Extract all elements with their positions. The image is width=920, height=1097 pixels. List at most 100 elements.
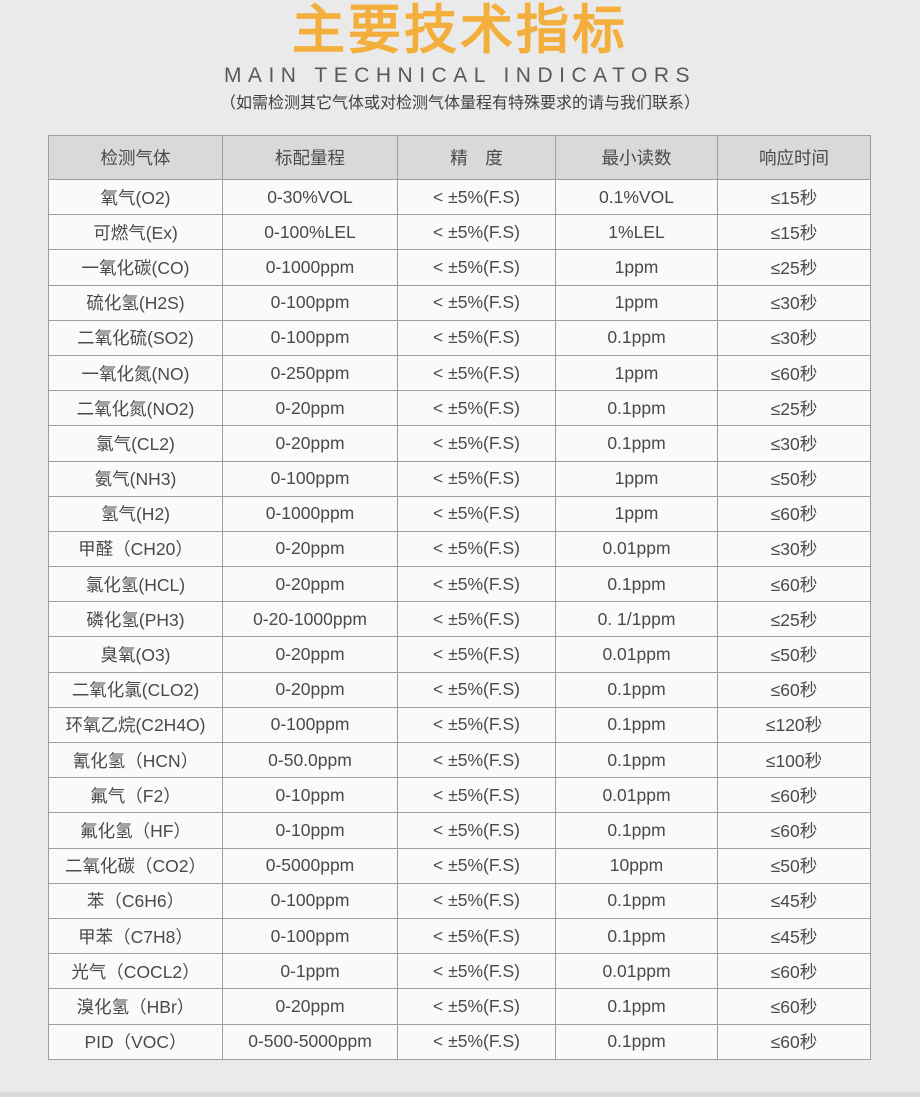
- table-cell-response-time: ≤50秒: [717, 460, 871, 497]
- table-cell-accuracy: < ±5%(F.S): [397, 671, 556, 708]
- table-cell-accuracy: < ±5%(F.S): [397, 988, 556, 1025]
- table-cell-accuracy: < ±5%(F.S): [397, 425, 556, 462]
- table-cell-min-reading: 0.1ppm: [555, 390, 718, 427]
- table-row: 氟气（F2） 0-10ppm < ±5%(F.S) 0.01ppm ≤60秒: [48, 777, 871, 814]
- table-cell-range: 0-1ppm: [222, 953, 398, 990]
- column-header-min-reading: 最小读数: [555, 135, 718, 180]
- table-cell-min-reading: 0.1ppm: [555, 319, 718, 356]
- table-cell-gas: 一氧化氮(NO): [48, 354, 223, 392]
- table-cell-gas: 氯气(CL2): [48, 425, 223, 462]
- table-cell-range: 0-20-1000ppm: [222, 601, 398, 638]
- table-cell-gas: 二氧化氯(CLO2): [48, 671, 223, 708]
- table-cell-gas: 二氧化氮(NO2): [48, 390, 223, 427]
- table-cell-range: 0-20ppm: [222, 425, 398, 462]
- table-cell-response-time: ≤50秒: [717, 636, 871, 673]
- table-cell-range: 0-100%LEL: [222, 214, 398, 251]
- table-row: PID（VOC） 0-500-5000ppm < ±5%(F.S) 0.1ppm ≤60…: [48, 1023, 871, 1060]
- table-cell-range: 0-1000ppm: [222, 495, 398, 532]
- table-cell-gas: 硫化氢(H2S): [48, 284, 223, 321]
- table-cell-accuracy: < ±5%(F.S): [397, 284, 556, 321]
- table-cell-response-time: ≤25秒: [717, 390, 871, 427]
- table-cell-min-reading: 0.1ppm: [555, 882, 718, 919]
- table-cell-response-time: ≤60秒: [717, 671, 871, 708]
- page-subtitle: MAIN TECHNICAL INDICATORS: [223, 64, 697, 87]
- table-cell-response-time: ≤25秒: [717, 601, 871, 638]
- table-cell-min-reading: 0.01ppm: [555, 530, 718, 568]
- table-cell-response-time: ≤30秒: [717, 319, 871, 356]
- table-cell-min-reading: 0.1ppm: [555, 741, 718, 779]
- table-row: 甲醛（CH20） 0-20ppm < ±5%(F.S) 0.01ppm ≤30秒: [48, 530, 871, 568]
- table-cell-response-time: ≤15秒: [717, 178, 871, 216]
- table-row: 氧气(O2) 0-30%VOL < ±5%(F.S) 0.1%VOL ≤15秒: [48, 178, 871, 216]
- table-cell-accuracy: < ±5%(F.S): [397, 1023, 556, 1060]
- column-header-accuracy: 精 度: [397, 135, 556, 180]
- table-cell-response-time: ≤50秒: [717, 847, 871, 884]
- table-cell-range: 0-500-5000ppm: [222, 1023, 398, 1060]
- table-cell-accuracy: < ±5%(F.S): [397, 495, 556, 532]
- table-row: 氯气(CL2) 0-20ppm < ±5%(F.S) 0.1ppm ≤30秒: [48, 425, 871, 462]
- table-row: 氢气(H2) 0-1000ppm < ±5%(F.S) 1ppm ≤60秒: [48, 495, 871, 532]
- table-cell-range: 0-100ppm: [222, 284, 398, 321]
- table-cell-gas: 氰化氢（HCN）: [48, 741, 223, 779]
- contact-note: （如需检测其它气体或对检测气体量程有特殊要求的请与我们联系）: [219, 95, 700, 112]
- table-cell-gas: 二氧化碳（CO2）: [48, 847, 223, 884]
- table-cell-range: 0-100ppm: [222, 319, 398, 356]
- table-cell-gas: 一氧化碳(CO): [48, 249, 223, 286]
- table-row: 氟化氢（HF） 0-10ppm < ±5%(F.S) 0.1ppm ≤60秒: [48, 812, 871, 849]
- table-cell-gas: 氧气(O2): [48, 178, 223, 216]
- table-cell-gas: 环氧乙烷(C2H4O): [48, 706, 223, 744]
- table-cell-min-reading: 1ppm: [555, 249, 718, 286]
- table-cell-gas: 可燃气(Ex): [48, 214, 223, 251]
- table-cell-range: 0-100ppm: [222, 706, 398, 744]
- table-cell-min-reading: 1ppm: [555, 460, 718, 497]
- table-cell-gas: 氟气（F2）: [48, 777, 223, 814]
- table-row: 一氧化氮(NO) 0-250ppm < ±5%(F.S) 1ppm ≤60秒: [48, 354, 871, 392]
- table-cell-min-reading: 0.01ppm: [555, 636, 718, 673]
- table-cell-gas: 苯（C6H6）: [48, 882, 223, 919]
- table-row: 二氧化氮(NO2) 0-20ppm < ±5%(F.S) 0.1ppm ≤25秒: [48, 390, 871, 427]
- table-cell-gas: 甲醛（CH20）: [48, 530, 223, 568]
- table-cell-gas: 溴化氢（HBr）: [48, 988, 223, 1025]
- table-row: 二氧化碳（CO2） 0-5000ppm < ±5%(F.S) 10ppm ≤50秒: [48, 847, 871, 884]
- table-cell-gas: 甲苯（C7H8）: [48, 917, 223, 955]
- table-row: 氨气(NH3) 0-100ppm < ±5%(F.S) 1ppm ≤50秒: [48, 460, 871, 497]
- table-cell-gas: 臭氧(O3): [48, 636, 223, 673]
- table-cell-response-time: ≤100秒: [717, 741, 871, 779]
- table-cell-response-time: ≤120秒: [717, 706, 871, 744]
- table-cell-range: 0-20ppm: [222, 988, 398, 1025]
- table-cell-min-reading: 10ppm: [555, 847, 718, 884]
- table-cell-response-time: ≤60秒: [717, 1023, 871, 1060]
- table-cell-min-reading: 1ppm: [555, 284, 718, 321]
- table-row: 臭氧(O3) 0-20ppm < ±5%(F.S) 0.01ppm ≤50秒: [48, 636, 871, 673]
- table-cell-min-reading: 0.1ppm: [555, 917, 718, 955]
- table-cell-min-reading: 0.01ppm: [555, 953, 718, 990]
- table-cell-gas: 氯化氢(HCL): [48, 566, 223, 603]
- table-cell-accuracy: < ±5%(F.S): [397, 847, 556, 884]
- table-cell-range: 0-250ppm: [222, 354, 398, 392]
- column-header-response-time: 响应时间: [717, 135, 871, 180]
- table-cell-range: 0-100ppm: [222, 882, 398, 919]
- table-cell-response-time: ≤60秒: [717, 988, 871, 1025]
- table-cell-min-reading: 1ppm: [555, 495, 718, 532]
- table-cell-response-time: ≤60秒: [717, 566, 871, 603]
- table-cell-min-reading: 1%LEL: [555, 214, 718, 251]
- table-row: 硫化氢(H2S) 0-100ppm < ±5%(F.S) 1ppm ≤30秒: [48, 284, 871, 321]
- table-cell-accuracy: < ±5%(F.S): [397, 319, 556, 356]
- table-cell-response-time: ≤60秒: [717, 354, 871, 392]
- table-cell-gas: 磷化氢(PH3): [48, 601, 223, 638]
- table-row: 环氧乙烷(C2H4O) 0-100ppm < ±5%(F.S) 0.1ppm ≤120秒: [48, 706, 871, 744]
- table-cell-range: 0-20ppm: [222, 566, 398, 603]
- table-row: 甲苯（C7H8） 0-100ppm < ±5%(F.S) 0.1ppm ≤45秒: [48, 917, 871, 955]
- table-cell-range: 0-30%VOL: [222, 178, 398, 216]
- table-cell-accuracy: < ±5%(F.S): [397, 777, 556, 814]
- table-cell-range: 0-20ppm: [222, 390, 398, 427]
- table-cell-min-reading: 0.1ppm: [555, 566, 718, 603]
- table-cell-gas: 氢气(H2): [48, 495, 223, 532]
- table-cell-gas: 氟化氢（HF）: [48, 812, 223, 849]
- table-cell-range: 0-50.0ppm: [222, 741, 398, 779]
- spec-table-head: 检测气体 标配量程 精 度 最小读数 响应时间: [48, 135, 871, 180]
- table-cell-min-reading: 1ppm: [555, 354, 718, 392]
- table-cell-response-time: ≤60秒: [717, 777, 871, 814]
- table-cell-accuracy: < ±5%(F.S): [397, 530, 556, 568]
- table-cell-response-time: ≤60秒: [717, 812, 871, 849]
